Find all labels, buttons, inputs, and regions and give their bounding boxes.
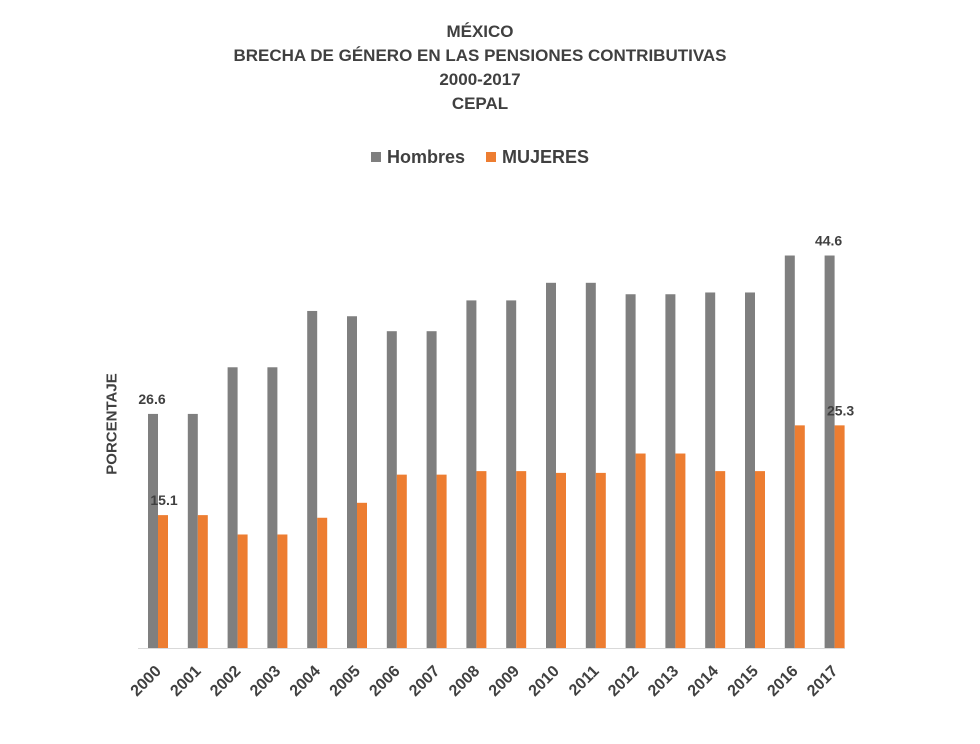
bar-hombres-2012 [625,294,636,648]
bar-hombres-2008 [466,300,477,648]
bar-hombres-2009 [506,300,517,648]
data-label: 15.1 [150,492,177,508]
bar-hombres-2011 [585,282,596,648]
x-tick-label: 2015 [725,663,762,700]
bar-mujeres-2009 [516,471,527,648]
chart-title: MÉXICO BRECHA DE GÉNERO EN LAS PENSIONES… [0,20,960,116]
title-line-country: MÉXICO [446,22,514,41]
bar-mujeres-2012 [635,453,646,648]
bar-mujeres-2001 [197,515,208,648]
data-label: 44.6 [815,233,842,249]
bar-mujeres-2014 [715,471,726,648]
bar-mujeres-2006 [396,474,407,648]
bar-hombres-2003 [267,367,278,648]
legend-swatch-hombres [370,152,381,162]
legend-swatch-mujeres [486,152,496,162]
legend-item-mujeres: MUJERES [486,147,589,168]
bar-hombres-2005 [347,316,357,648]
title-line-source: CEPAL [451,94,509,113]
bar-mujeres-2007 [436,474,447,648]
legend: Hombres MUJERES [0,146,960,168]
x-tick-label: 2002 [207,663,244,700]
x-tick-label: 2003 [247,663,284,700]
bar-mujeres-2002 [237,534,248,648]
x-tick-label: 2016 [764,663,801,700]
bar-hombres-2016 [784,255,795,648]
x-tick-label: 2006 [366,663,403,700]
x-tick-label: 2017 [804,663,841,700]
bar-mujeres-2011 [595,472,606,648]
data-label: 25.3 [827,402,854,418]
bar-mujeres-2013 [675,453,686,648]
x-tick-label: 2011 [566,663,603,700]
x-tick-label: 2010 [526,663,563,700]
legend-item-hombres: Hombres [370,146,465,168]
bar-mujeres-2004 [317,517,328,648]
bar-hombres-2004 [307,310,318,648]
bar-hombres-2010 [546,282,556,648]
x-tick-label: 2005 [327,663,364,700]
x-tick-label: 2013 [645,663,682,700]
bar-mujeres-2016 [794,425,805,648]
x-tick-label: 2007 [406,663,443,700]
legend-label-hombres: Hombres [386,146,465,167]
x-tick-label: 2001 [167,663,204,700]
bar-mujeres-2003 [277,534,288,648]
title-line-period: 2000-2017 [439,70,521,89]
x-tick-label: 2000 [128,663,165,700]
bar-hombres-2000 [148,413,158,648]
bar-hombres-2007 [426,331,437,648]
x-tick-label: 2014 [685,663,722,700]
title-line-main: BRECHA DE GÉNERO EN LAS PENSIONES CONTRI… [233,46,727,65]
data-label: 26.6 [138,391,165,407]
x-tick-label: 2004 [287,663,324,700]
bar-hombres-2001 [187,413,198,648]
legend-label-mujeres: MUJERES [502,146,590,167]
bar-hombres-2017 [824,255,835,648]
bar-mujeres-2000 [158,515,168,648]
x-tick-label: 2009 [486,663,523,700]
bar-hombres-2013 [665,294,676,648]
bar-hombres-2002 [227,367,238,648]
x-tick-label: 2008 [446,663,483,700]
x-tick-label: 2012 [605,663,642,700]
bar-hombres-2015 [745,292,755,648]
bar-mujeres-2015 [755,471,765,648]
bar-mujeres-2008 [476,471,487,648]
bar-mujeres-2017 [834,425,845,648]
bar-mujeres-2010 [556,472,566,648]
bar-hombres-2014 [705,292,716,648]
bar-mujeres-2005 [357,502,367,648]
bar-hombres-2006 [386,331,397,648]
